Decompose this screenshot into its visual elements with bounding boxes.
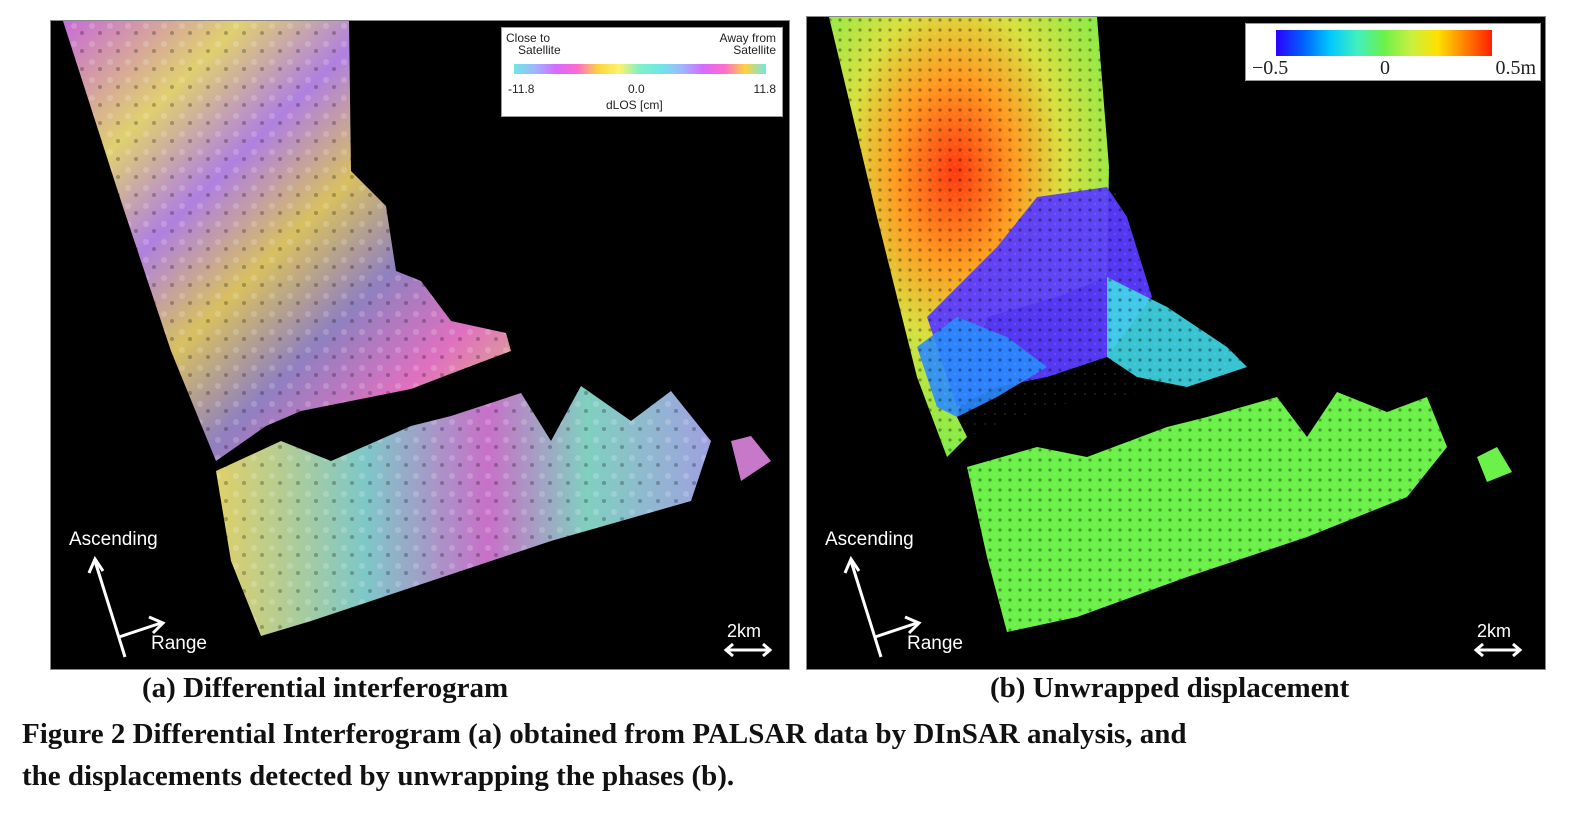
displacement-panel: −0.5 0 0.5m Ascending Range 2km — [806, 16, 1546, 670]
interferogram-map — [63, 21, 771, 636]
scale-arrow-icon — [1473, 643, 1523, 657]
displacement-legend: −0.5 0 0.5m — [1245, 23, 1541, 81]
subcaption-b: (b) Unwrapped displacement — [990, 672, 1350, 704]
subcaption-a: (a) Differential interferogram — [142, 672, 509, 704]
interferogram-panel: Close to Satellite Away from Satellite -… — [50, 20, 790, 670]
displacement-map — [829, 17, 1512, 632]
scale-arrow-icon — [723, 643, 773, 657]
displacement-tick-mid: 0 — [1380, 57, 1390, 79]
legend-away-label-2: Satellite — [733, 43, 776, 57]
ascending-label: Ascending — [825, 529, 914, 550]
legend-close-label-1: Close to — [506, 31, 551, 45]
scale-label: 2km — [1477, 621, 1512, 641]
displacement-colorbar — [1276, 30, 1492, 56]
displacement-tick-min: −0.5 — [1252, 57, 1289, 79]
figure-caption-line-1: Figure 2 Differential Interferogram (a) … — [22, 718, 1187, 750]
legend-away-label-1: Away from — [719, 31, 776, 45]
range-label: Range — [151, 633, 207, 654]
displacement-tick-max: 0.5m — [1495, 57, 1536, 79]
dlos-tick-max: 11.8 — [753, 82, 776, 96]
figure-caption-line-2: the displacements detected by unwrapping… — [22, 760, 735, 792]
dlos-colorbar — [514, 64, 766, 74]
dlos-legend: Close to Satellite Away from Satellite -… — [501, 27, 783, 117]
legend-close-label-2: Satellite — [518, 43, 561, 57]
direction-arrows-icon — [87, 555, 166, 658]
ascending-label: Ascending — [69, 529, 158, 550]
range-label: Range — [907, 633, 963, 654]
dlos-tick-min: -11.8 — [508, 82, 535, 96]
dlos-tick-mid: 0.0 — [628, 82, 645, 96]
dlos-unit-label: dLOS [cm] — [606, 98, 663, 112]
direction-arrows-icon — [843, 555, 922, 658]
scale-label: 2km — [727, 621, 762, 641]
